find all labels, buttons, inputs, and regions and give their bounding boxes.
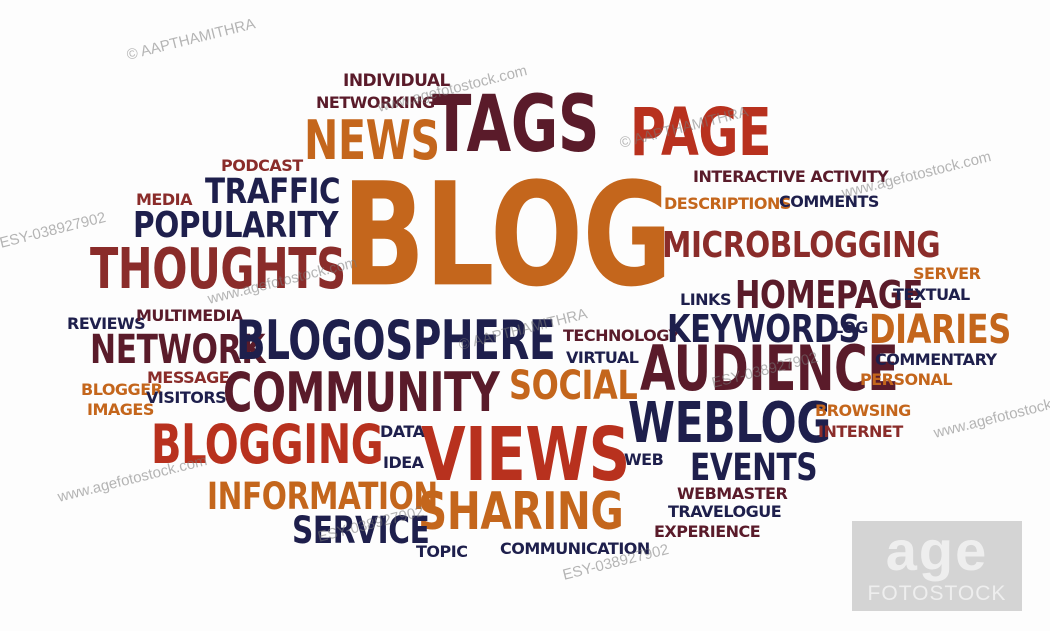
word-web: WEB <box>624 450 664 469</box>
word-media: MEDIA <box>136 190 192 209</box>
word-blog: BLOG <box>342 152 672 320</box>
word-tags: TAGS <box>432 80 600 170</box>
word-microblogging: MICROBLOGGING <box>662 225 941 266</box>
word-keywords: KEYWORDS <box>667 307 861 351</box>
word-internet: INTERNET <box>818 422 903 441</box>
word-technology: TECHNOLOGY <box>563 326 680 345</box>
word-descriptions: DESCRIPTIONS <box>664 194 791 213</box>
word-blogger: BLOGGER <box>81 380 163 399</box>
word-podcast: PODCAST <box>221 156 303 175</box>
word-interactive-activity: INTERACTIVE ACTIVITY <box>693 167 889 186</box>
logo-big-text: age <box>885 521 989 582</box>
word-browsing: BROWSING <box>815 401 911 420</box>
word-diaries: DIARIES <box>869 307 1011 353</box>
word-networking: NETWORKING <box>316 93 435 112</box>
word-communication: COMMUNICATION <box>500 539 650 558</box>
word-textual: TEXTUAL <box>893 285 970 304</box>
word-visitors: VISITORS <box>146 388 227 407</box>
word-log: LOG <box>833 318 868 337</box>
word-personal: PERSONAL <box>860 370 953 389</box>
word-reviews: REVIEWS <box>67 314 146 333</box>
word-data: DATA <box>380 422 425 441</box>
word-traffic: TRAFFIC <box>205 172 341 212</box>
word-information: INFORMATION <box>207 475 438 518</box>
word-message: MESSAGE <box>147 368 230 387</box>
word-server: SERVER <box>913 264 981 283</box>
logo-small-text: FOTOSTOCK <box>867 582 1007 605</box>
word-network: NETWORK <box>90 327 266 373</box>
word-news: NEWS <box>304 109 440 172</box>
agefotostock-logo: age FOTOSTOCK <box>852 521 1022 611</box>
word-page: PAGE <box>630 94 772 171</box>
word-comments: COMMENTS <box>779 192 879 211</box>
word-blogosphere: BLOGOSPHERE <box>236 309 556 372</box>
word-images: IMAGES <box>87 400 154 419</box>
word-views: VIEWS <box>421 412 630 498</box>
word-multimedia: MULTIMEDIA <box>136 306 243 325</box>
word-audience: AUDIENCE <box>640 332 899 405</box>
word-virtual: VIRTUAL <box>566 348 639 367</box>
word-sharing: SHARING <box>418 482 624 542</box>
word-popularity: POPULARITY <box>133 205 339 246</box>
word-service: SERVICE <box>292 509 430 552</box>
word-individual: INDIVIDUAL <box>343 71 450 91</box>
word-thoughts: THOUGHTS <box>90 237 346 302</box>
word-idea: IDEA <box>383 453 424 472</box>
word-topic: TOPIC <box>416 542 468 561</box>
word-commentary: COMMENTARY <box>875 350 997 369</box>
word-webmaster: WEBMASTER <box>677 484 788 503</box>
word-links: LINKS <box>680 290 731 309</box>
word-events: EVENTS <box>690 446 818 489</box>
word-blogging: BLOGGING <box>151 413 384 476</box>
word-social: SOCIAL <box>509 363 638 409</box>
word-weblog: WEBLOG <box>628 391 831 456</box>
word-experience: EXPERIENCE <box>654 522 761 541</box>
word-travelogue: TRAVELOGUE <box>668 502 782 521</box>
word-homepage: HOMEPAGE <box>735 273 923 317</box>
word-community: COMMUNITY <box>223 361 500 424</box>
